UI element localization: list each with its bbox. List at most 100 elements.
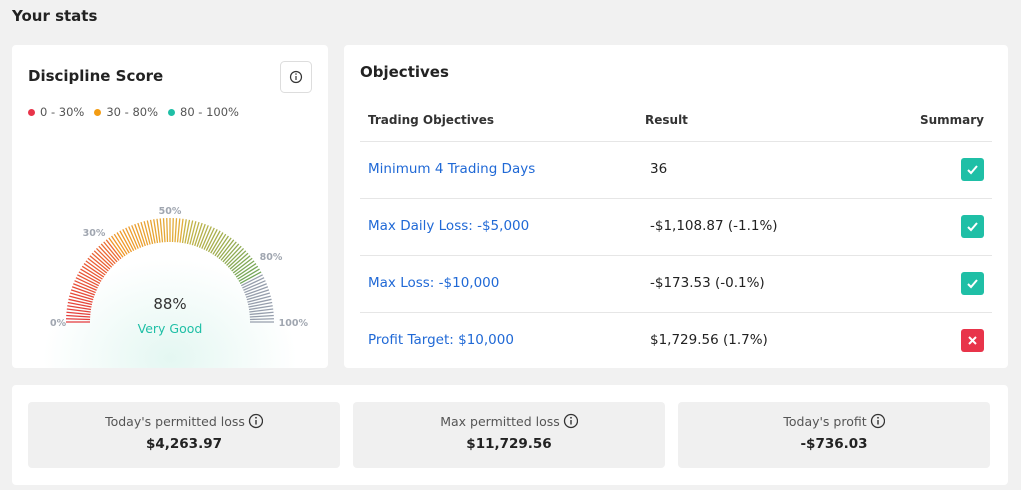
info-button[interactable] — [280, 61, 312, 93]
score: 88% — [153, 295, 187, 313]
gauge-tick — [122, 229, 135, 252]
legend-item: 30 - 80% — [94, 105, 158, 119]
stat-label: Max permitted loss — [353, 413, 665, 429]
legend-label: 80 - 100% — [180, 105, 239, 119]
gauge-tick — [69, 295, 93, 303]
legend-label: 0 - 30% — [40, 105, 85, 119]
gauge-tick — [98, 245, 116, 265]
gauge-tick — [184, 219, 191, 244]
gauge-tick — [78, 271, 101, 285]
gauge-tick — [247, 295, 271, 303]
gauge-tick — [249, 308, 274, 313]
gauge-tick — [67, 305, 92, 311]
gauge-tick — [81, 265, 103, 280]
gauge-tick — [156, 218, 161, 243]
gauge-tick — [66, 311, 91, 316]
objectives-card: Objectives Trading Objectives Result Sum… — [344, 45, 1008, 368]
gauge-tick — [235, 263, 257, 278]
gauge-tick — [196, 223, 206, 247]
gauge-tick — [70, 289, 95, 298]
gauge-tick — [237, 265, 259, 280]
gauge-tick — [229, 252, 249, 270]
gauge-tick — [242, 277, 265, 289]
gauge-tick — [220, 241, 237, 261]
objective-link[interactable]: Max Daily Loss: -$5,000 — [368, 218, 530, 234]
gauge-tick — [224, 245, 242, 265]
gauge-tick — [243, 280, 266, 291]
info-icon[interactable] — [245, 413, 264, 429]
gauge-tick — [93, 250, 113, 268]
status-icon — [967, 279, 978, 289]
gauge-tick — [189, 221, 197, 245]
gauge-tick — [218, 239, 235, 260]
objective-link[interactable]: Minimum 4 Trading Days — [368, 161, 536, 177]
stat-label-text: Today's permitted loss — [105, 414, 245, 429]
gauge-tick — [245, 286, 269, 296]
gauge-tick — [96, 248, 114, 266]
gauge-tick — [249, 318, 274, 321]
info-icon[interactable] — [867, 413, 885, 429]
result: -$173.53 (-0.1%) — [650, 275, 765, 291]
gauge-tick — [146, 220, 154, 245]
gauge-tick — [166, 218, 169, 243]
gauge-tick — [149, 219, 156, 244]
gauge-tick — [131, 225, 142, 248]
gauge-tick — [89, 255, 109, 272]
result: 36 — [650, 161, 668, 177]
stat-box: Today's permitted loss $4,263.97 — [28, 402, 340, 468]
column-header: Result — [645, 113, 688, 127]
gauge-tick — [210, 232, 224, 254]
gauge-tick — [100, 243, 118, 263]
gauge-tick — [245, 289, 270, 298]
result: -$1,108.87 (-1.1%) — [650, 218, 778, 234]
gauge-tick — [171, 218, 174, 243]
stat-box: Max permitted loss $11,729.56 — [353, 402, 665, 468]
gauge-tick — [201, 226, 212, 249]
gauge-label: 50% — [159, 206, 182, 217]
gauge-tick — [198, 225, 209, 248]
gauge-tick — [216, 237, 232, 258]
gauge-tick — [80, 268, 102, 282]
gauge-tick — [128, 226, 139, 249]
stat-label: Today's profit — [678, 413, 990, 429]
status-icon — [968, 336, 977, 345]
gauge-tick — [91, 252, 111, 270]
stat-label-text: Max permitted loss — [440, 414, 560, 429]
check — [967, 279, 978, 289]
gauge-tick — [119, 230, 133, 253]
gauge-tick — [87, 257, 108, 274]
objective-link[interactable]: Profit Target: $10,000 — [368, 332, 514, 348]
gauge-tick — [174, 218, 178, 243]
gauge-tick — [71, 286, 95, 296]
stat-label: Today's permitted loss — [28, 413, 340, 429]
gauge-tick — [111, 235, 126, 257]
gauge-tick — [85, 260, 106, 276]
row-divider — [360, 198, 992, 199]
discipline-card: Discipline Score 0 - 30% 30 - 80% 80 - 100… — [12, 45, 328, 368]
gauge-tick — [222, 243, 240, 263]
stat-value: $11,729.56 — [466, 436, 552, 452]
check — [967, 222, 978, 232]
stat-value: $4,263.97 — [145, 436, 222, 452]
section-title: Your stats — [12, 7, 98, 25]
gauge-tick — [239, 271, 262, 285]
gauge-tick — [232, 257, 253, 274]
gauge-tick — [246, 292, 271, 301]
gauge-tick — [248, 305, 273, 311]
cross — [968, 336, 977, 345]
gauge-tick — [205, 229, 218, 252]
gauge-tick — [74, 280, 97, 291]
objective-link[interactable]: Max Loss: -$10,000 — [368, 275, 500, 291]
legend-label: 30 - 80% — [106, 105, 158, 119]
legend: 0 - 30% 30 - 80% 80 - 100% — [28, 101, 249, 120]
legend-dot — [28, 109, 35, 116]
gauge-tick — [234, 260, 255, 276]
gauge-tick — [214, 235, 229, 257]
gauge-tick — [248, 301, 273, 308]
gauge-tick — [238, 268, 260, 282]
card-title: Discipline Score — [28, 67, 164, 85]
info-icon[interactable] — [560, 413, 578, 429]
column-header: Trading Objectives — [368, 113, 495, 127]
gauge-tick — [67, 301, 92, 308]
gauge-tick — [134, 223, 144, 247]
